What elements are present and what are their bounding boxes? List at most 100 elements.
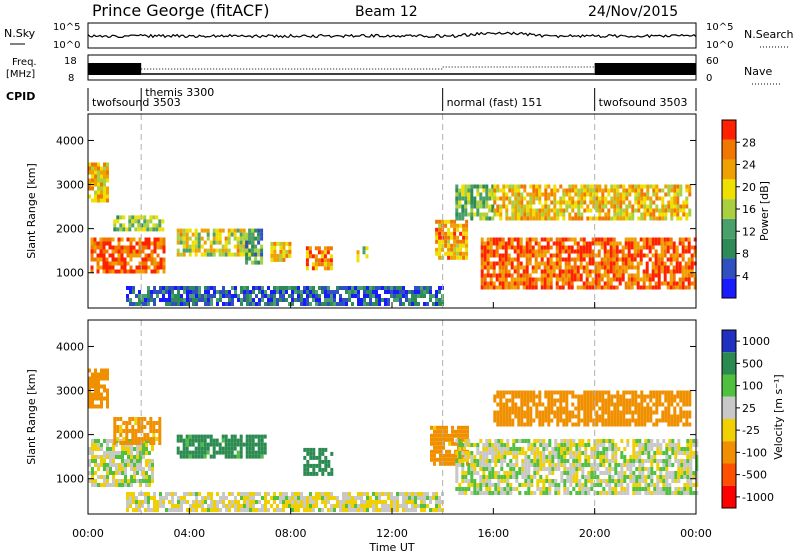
heatmap-cell — [248, 236, 252, 241]
heatmap-cell — [185, 228, 189, 233]
heatmap-cell — [505, 402, 509, 407]
heatmap-cell — [580, 188, 584, 193]
heatmap-cell — [489, 273, 493, 278]
heatmap-cell — [642, 273, 646, 278]
heatmap-cell — [94, 439, 97, 443]
heatmap-cell — [133, 447, 136, 451]
heatmap-cell — [578, 443, 582, 447]
heatmap-cell — [612, 285, 616, 290]
heatmap-cell — [151, 471, 154, 475]
heatmap-cell — [588, 253, 592, 258]
heatmap-cell — [96, 261, 100, 266]
heatmap-cell — [506, 471, 510, 475]
heatmap-cell — [675, 249, 679, 254]
nsearch-tick-bottom: 10^0 — [706, 40, 733, 51]
heatmap-cell — [245, 434, 249, 439]
heatmap-cell — [320, 258, 324, 263]
heatmap-cell — [147, 500, 150, 504]
heatmap-cell — [462, 239, 466, 244]
heatmap-cell — [273, 492, 276, 496]
heatmap-cell — [488, 487, 492, 491]
heatmap-cell — [462, 251, 466, 256]
heatmap-cell — [473, 487, 477, 491]
heatmap-cell — [521, 459, 525, 463]
heatmap-cell — [542, 451, 546, 455]
heatmap-cell — [620, 479, 624, 483]
heatmap-cell — [660, 281, 664, 286]
heatmap-cell — [502, 422, 506, 427]
heatmap-cell — [139, 455, 142, 459]
heatmap-cell — [333, 302, 336, 306]
heatmap-cell — [303, 447, 307, 452]
heatmap-cell — [308, 254, 312, 259]
heatmap-cell — [448, 441, 451, 446]
heatmap-cell — [151, 459, 154, 463]
heatmap-cell — [455, 479, 459, 483]
heatmap-cell — [611, 467, 615, 471]
heatmap-cell — [576, 269, 580, 274]
heatmap-cell — [517, 212, 521, 217]
heatmap-cell — [548, 487, 552, 491]
heatmap-cell — [177, 290, 180, 294]
heatmap-cell — [581, 491, 585, 495]
heatmap-cell — [651, 241, 655, 246]
heatmap-cell — [215, 236, 219, 241]
heatmap-cell — [622, 422, 626, 427]
heatmap-cell — [327, 471, 331, 476]
heatmap-cell — [543, 281, 547, 286]
heatmap-cell — [496, 208, 500, 213]
heatmap-cell — [294, 286, 297, 290]
heatmap-cell — [586, 204, 590, 209]
heatmap-cell — [550, 402, 554, 407]
heatmap-cell — [423, 500, 426, 504]
heatmap-cell — [535, 410, 539, 415]
heatmap-cell — [363, 302, 366, 306]
heatmap-cell — [535, 414, 539, 419]
heatmap-cell — [680, 487, 684, 491]
heatmap-cell — [687, 281, 691, 286]
heatmap-cell — [384, 302, 387, 306]
heatmap-cell — [568, 192, 572, 197]
heatmap-cell — [560, 475, 564, 479]
heatmap-cell — [470, 188, 474, 193]
heatmap-cell — [683, 447, 687, 451]
heatmap-cell — [221, 446, 225, 451]
heatmap-cell — [433, 429, 436, 434]
heatmap-cell — [294, 496, 297, 500]
heatmap-cell — [106, 447, 109, 451]
heatmap-cell — [519, 273, 523, 278]
heatmap-cell — [618, 257, 622, 262]
heatmap-cell — [657, 261, 661, 266]
heatmap-cell — [577, 192, 581, 197]
heatmap-cell — [679, 414, 683, 419]
heatmap-cell — [548, 479, 552, 483]
heatmap-cell — [91, 376, 94, 381]
heatmap-cell — [586, 192, 590, 197]
heatmap-cell — [506, 483, 510, 487]
heatmap-cell — [396, 500, 399, 504]
heatmap-cell — [502, 406, 506, 411]
heatmap-cell — [282, 253, 286, 258]
heatmap-cell — [429, 500, 432, 504]
heatmap-cell — [146, 437, 150, 441]
heatmap-cell — [100, 198, 103, 203]
heatmap-cell — [498, 237, 502, 242]
heatmap-cell — [387, 298, 390, 302]
heatmap-cell — [174, 302, 177, 306]
heatmap-cell — [129, 241, 133, 246]
heatmap-cell — [438, 243, 442, 248]
heatmap-cell — [613, 196, 617, 201]
heatmap-cell — [246, 294, 249, 298]
heatmap-cell — [261, 508, 264, 512]
heatmap-cell — [120, 245, 124, 250]
heatmap-cell — [625, 422, 629, 427]
heatmap-cell — [685, 422, 689, 427]
heatmap-cell — [447, 251, 451, 256]
heatmap-cell — [426, 504, 429, 508]
heatmap-cell — [96, 245, 100, 250]
heatmap-cell — [579, 245, 583, 250]
heatmap-cell — [649, 414, 653, 419]
heatmap-cell — [321, 290, 324, 294]
heatmap-cell — [479, 204, 483, 209]
heatmap-cell — [312, 286, 315, 290]
